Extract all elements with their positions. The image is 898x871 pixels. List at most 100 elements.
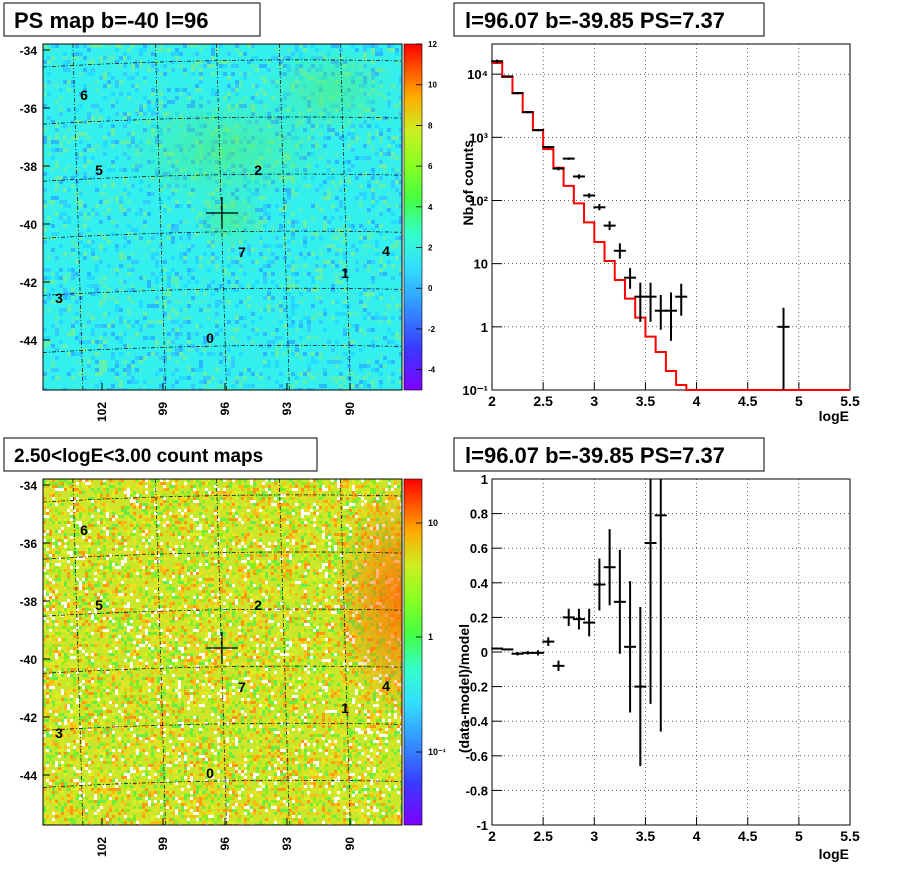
map-pixel — [103, 204, 107, 208]
map-pixel — [355, 376, 359, 380]
map-pixel — [196, 503, 199, 506]
map-pixel — [111, 388, 115, 390]
map-pixel — [67, 268, 71, 272]
map-pixel — [157, 524, 160, 527]
map-pixel — [235, 503, 238, 506]
map-pixel — [395, 136, 399, 140]
map-pixel — [193, 572, 196, 575]
map-pixel — [148, 479, 151, 482]
map-pixel — [304, 521, 307, 524]
map-pixel — [351, 372, 355, 376]
map-pixel — [367, 479, 370, 482]
map-pixel — [283, 244, 287, 248]
map-pixel — [395, 304, 399, 308]
map-pixel — [133, 560, 136, 563]
map-pixel — [328, 494, 331, 497]
map-pixel — [151, 88, 155, 92]
map-pixel — [346, 515, 349, 518]
map-pixel — [76, 485, 79, 488]
map-pixel — [97, 548, 100, 551]
map-pixel — [311, 276, 315, 280]
map-pixel — [55, 376, 59, 380]
map-pixel — [106, 494, 109, 497]
map-pixel — [211, 536, 214, 539]
map-pixel — [343, 236, 347, 240]
map-pixel — [223, 536, 226, 539]
map-pixel — [220, 566, 223, 569]
map-pixel — [291, 228, 295, 232]
map-pixel — [310, 506, 313, 509]
map-pixel — [97, 497, 100, 500]
map-pixel — [231, 336, 235, 340]
map-pixel — [91, 60, 95, 64]
map-pixel — [151, 236, 155, 240]
map-pixel — [187, 244, 191, 248]
map-pixel — [121, 563, 124, 566]
map-pixel — [159, 84, 163, 88]
map-pixel — [358, 485, 361, 488]
map-pixel — [83, 132, 87, 136]
y-tick-label: 10² — [469, 193, 488, 208]
map-pixel — [287, 240, 291, 244]
map-pixel — [184, 497, 187, 500]
map-pixel — [130, 479, 133, 482]
map-pixel — [183, 252, 187, 256]
map-pixel — [339, 276, 343, 280]
map-pixel — [163, 515, 166, 518]
map-pixel — [371, 260, 375, 264]
map-pixel — [46, 539, 49, 542]
map-pixel — [135, 332, 139, 336]
map-pixel — [112, 491, 115, 494]
map-pixel — [391, 212, 395, 216]
map-pixel — [379, 292, 383, 296]
map-pixel — [119, 80, 123, 84]
map-pixel — [292, 566, 295, 569]
map-pixel — [43, 44, 47, 48]
map-pixel — [304, 563, 307, 566]
map-pixel — [313, 518, 316, 521]
map-pixel — [298, 479, 301, 482]
map-pixel — [223, 557, 226, 560]
map-pixel — [58, 560, 61, 563]
map-pixel — [339, 248, 343, 252]
map-pixel — [235, 512, 238, 515]
map-pixel — [75, 56, 79, 60]
map-pixel — [160, 566, 163, 569]
map-pixel — [139, 530, 142, 533]
map-pixel — [145, 542, 148, 545]
map-pixel — [111, 232, 115, 236]
map-pixel — [103, 144, 107, 148]
map-pixel — [383, 316, 387, 320]
map-pixel — [124, 494, 127, 497]
map-pixel — [223, 518, 226, 521]
map-pixel — [55, 320, 59, 324]
map-pixel — [250, 566, 253, 569]
map-pixel — [131, 260, 135, 264]
map-pixel — [183, 356, 187, 360]
map-pixel — [46, 482, 49, 485]
map-pixel — [395, 220, 399, 224]
map-pixel — [127, 76, 131, 80]
map-pixel — [190, 572, 193, 575]
map-pixel — [395, 344, 399, 348]
map-pixel — [112, 527, 115, 530]
map-pixel — [99, 200, 103, 204]
map-pixel — [351, 136, 355, 140]
map-pixel — [88, 497, 91, 500]
map-pixel — [145, 515, 148, 518]
map-pixel — [43, 172, 47, 176]
map-pixel — [103, 360, 107, 364]
map-pixel — [303, 312, 307, 316]
map-pixel — [112, 548, 115, 551]
map-pixel — [331, 216, 335, 220]
map-pixel — [295, 512, 298, 515]
map-pixel — [64, 539, 67, 542]
map-pixel — [238, 482, 241, 485]
map-pixel — [310, 494, 313, 497]
map-pixel — [295, 48, 299, 52]
source-label: 4 — [382, 243, 390, 259]
map-pixel — [118, 575, 121, 578]
map-pixel — [155, 340, 159, 344]
map-pixel — [127, 485, 130, 488]
map-pixel — [135, 312, 139, 316]
